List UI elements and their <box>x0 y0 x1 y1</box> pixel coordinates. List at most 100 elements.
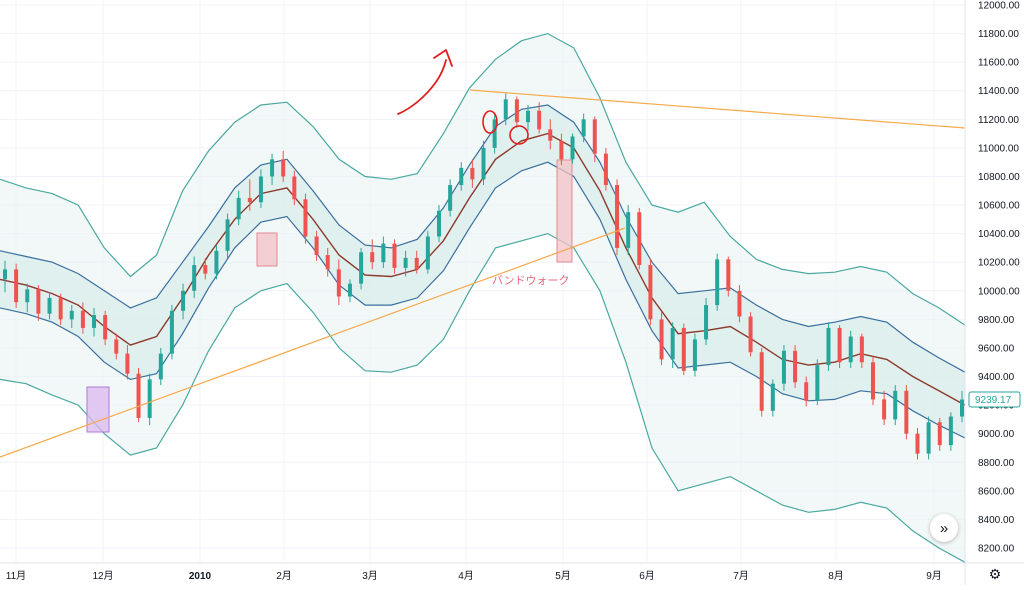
candle-body <box>169 310 174 354</box>
candle-body <box>258 176 263 203</box>
candle-body <box>92 315 97 328</box>
y-tick-label: 10400.00 <box>978 229 1020 240</box>
y-tick-label: 10600.00 <box>978 201 1020 212</box>
falling-trendline <box>469 89 966 129</box>
y-tick-label: 12000.00 <box>978 1 1020 12</box>
candle-body <box>158 353 163 380</box>
candle-body <box>592 119 597 154</box>
x-tick-label: 2月 <box>276 570 292 582</box>
candle-body <box>537 110 542 130</box>
x-tick-label: 12月 <box>92 570 113 582</box>
candle-body <box>704 305 709 340</box>
candle-body <box>804 382 809 401</box>
x-tick-label: 7月 <box>733 570 749 582</box>
y-tick-label: 8400.00 <box>978 515 1015 526</box>
candle-body <box>136 373 141 418</box>
y-tick-label: 11800.00 <box>978 29 1019 40</box>
candle-body <box>781 350 786 384</box>
candle-body <box>47 297 52 314</box>
candle-body <box>503 99 508 120</box>
candle-body <box>615 185 620 248</box>
candle-body <box>748 316 753 353</box>
outer-band-fill <box>0 33 965 563</box>
candle-body <box>25 289 30 303</box>
candle-body <box>793 350 798 383</box>
y-tick-label: 10200.00 <box>978 258 1020 269</box>
candle-body <box>904 390 909 434</box>
candle-body <box>648 265 653 320</box>
candle-body <box>147 379 152 418</box>
gear-icon: ⚙ <box>988 565 1002 582</box>
candle-body <box>815 365 820 401</box>
candle-body <box>870 362 875 400</box>
candle-body <box>58 297 63 320</box>
x-tick-label: 5月 <box>555 570 571 582</box>
x-tick-label: 6月 <box>639 570 655 582</box>
candle-body <box>225 219 230 251</box>
candle-body <box>670 327 675 360</box>
candle-body <box>403 257 408 268</box>
candle-body <box>69 310 74 320</box>
candle-body <box>114 339 119 354</box>
trendline-layer <box>0 89 966 458</box>
candle-body <box>392 243 397 268</box>
scroll-to-latest-button[interactable]: » <box>930 514 958 542</box>
y-tick-label: 10800.00 <box>978 172 1020 183</box>
band-layer <box>0 32 966 563</box>
candle-body <box>948 416 953 446</box>
candle-body <box>470 167 475 180</box>
candle-body <box>192 265 197 291</box>
candle-body <box>281 159 286 177</box>
candle-body <box>570 136 575 160</box>
annotation-layer: バンドウォーク <box>397 49 570 287</box>
candle-body <box>181 290 186 311</box>
candle-body <box>125 353 130 374</box>
candle-body <box>347 283 352 297</box>
red-arrow-head <box>433 49 453 67</box>
candle-body <box>481 147 486 180</box>
y-tick-label: 9400.00 <box>978 372 1015 383</box>
x-tick-label: 8月 <box>828 570 844 582</box>
candle-body <box>770 383 775 411</box>
candle-body <box>214 250 219 274</box>
highlight-layer <box>86 159 573 433</box>
y-tick-label: 8200.00 <box>978 544 1015 555</box>
candle-body <box>726 259 731 291</box>
candle-body <box>603 153 608 186</box>
candle-body <box>436 210 441 237</box>
candle-body <box>514 99 519 123</box>
y-tick-label: 11400.00 <box>978 86 1019 97</box>
last-price-tag: 9239.17 <box>968 391 1021 408</box>
highlight-box-purple <box>86 386 110 433</box>
y-tick-label: 11000.00 <box>978 143 1019 154</box>
candle-body <box>548 129 553 141</box>
candle-body <box>3 269 7 280</box>
candle-body <box>80 310 85 328</box>
y-tick-label: 8600.00 <box>978 486 1015 497</box>
y-tick-label: 11600.00 <box>978 58 1019 69</box>
outer-upper-band-line <box>0 32 966 326</box>
candle-body <box>937 422 942 446</box>
y-tick-label: 9600.00 <box>978 343 1015 354</box>
candle-body <box>492 119 497 148</box>
candle-body <box>837 327 842 363</box>
candle-body <box>203 265 208 274</box>
y-tick-label: 9000.00 <box>978 429 1015 440</box>
candle-body <box>759 352 764 411</box>
candle-body <box>681 327 686 371</box>
settings-button[interactable]: ⚙ <box>986 565 1004 583</box>
inner-band-fill <box>0 105 965 438</box>
candle-body <box>559 140 564 160</box>
candle-body <box>826 327 831 366</box>
candle-body <box>848 336 853 363</box>
candle-body <box>882 399 887 420</box>
candle-body <box>314 236 319 256</box>
highlight-box-pink <box>256 232 278 267</box>
candle-body <box>960 399 964 417</box>
candle-body <box>581 119 586 137</box>
last-price-tag-label: 9239.17 <box>975 395 1012 406</box>
candle-body <box>14 269 19 303</box>
candle-body <box>381 243 386 263</box>
